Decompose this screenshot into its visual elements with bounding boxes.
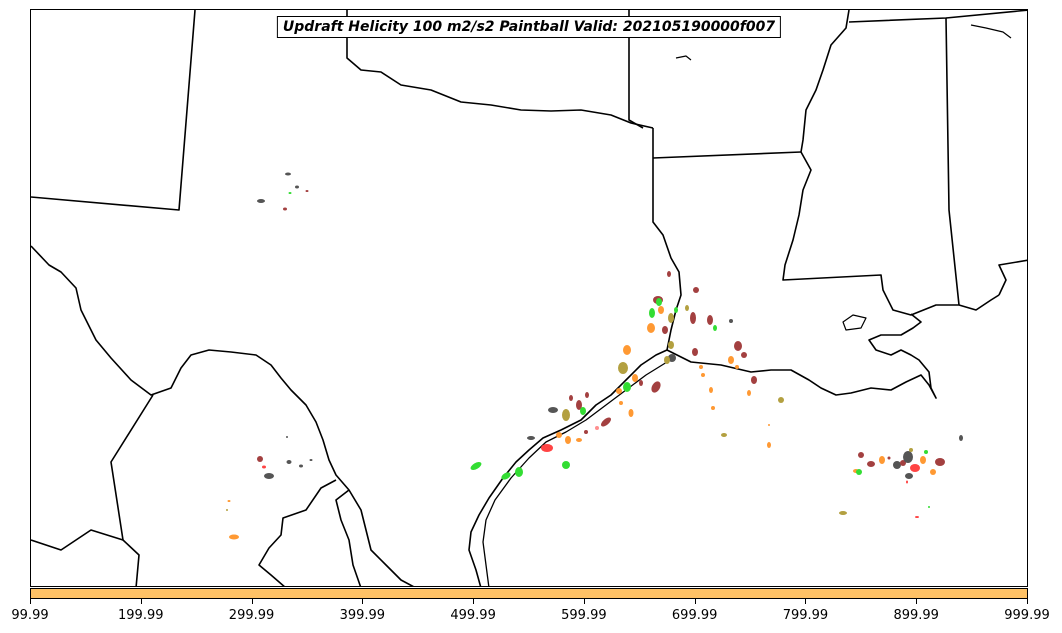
- rio-grande-border: [31, 245, 414, 586]
- colorbar-tick-mark: [916, 599, 918, 604]
- map-canvas: [31, 10, 1027, 586]
- colorbar-tick-mark: [694, 599, 696, 604]
- oklahoma-arkansas-border: [628, 10, 644, 129]
- mexico-state-line-a: [31, 394, 154, 551]
- map-title: Updraft Helicity 100 m2/s2 Paintball Val…: [276, 16, 782, 38]
- map-panel: Updraft Helicity 100 m2/s2 Paintball Val…: [30, 9, 1028, 587]
- arkansas-louisiana-border: [652, 151, 802, 159]
- paintball-blobs: [226, 172, 963, 540]
- mexico-state-line-c: [258, 479, 337, 586]
- colorbar-tick-mark: [583, 599, 585, 604]
- colorbar-tick-label: 799.99: [782, 608, 829, 623]
- alabama-coast: [998, 259, 1027, 296]
- colorbar-tick-mark: [805, 599, 807, 604]
- colorbar-tick-mark: [1027, 599, 1028, 604]
- louisiana-coast: [666, 313, 937, 399]
- colorbar-tick-label: 199.99: [118, 608, 164, 623]
- colorbar-tick-label: 299.99: [228, 608, 275, 623]
- colorbar-tick-mark: [140, 599, 142, 604]
- colorbar-tick-label: 499.99: [450, 608, 496, 623]
- mexico-state-line-b: [122, 539, 140, 586]
- lake-marker-ar: [675, 55, 692, 61]
- colorbar-tick-label: 899.99: [893, 608, 939, 623]
- colorbar-tick-label: 599.99: [561, 608, 607, 623]
- texas-oklahoma-border: [346, 10, 654, 129]
- state-borders: [31, 10, 1027, 586]
- texas-gulf-coast: [468, 349, 668, 586]
- texas-panhandle-west-border: [31, 10, 196, 211]
- texas-louisiana-border: [652, 128, 682, 351]
- colorbar-tick-label: 99.99: [11, 608, 49, 623]
- colorbar-tick-mark: [362, 599, 364, 604]
- lake-pontchartrain: [842, 314, 867, 331]
- colorbar: [30, 588, 1028, 599]
- colorbar-tick-mark: [251, 599, 253, 604]
- mexico-state-line-d: [335, 489, 362, 586]
- arkansas-mississippi-east: [848, 10, 1027, 23]
- colorbar-tick-mark: [473, 599, 475, 604]
- kentucky-lake: [970, 24, 1012, 39]
- colorbar-tick-label: 999.99: [1004, 608, 1050, 623]
- texas-barrier-island: [482, 361, 668, 586]
- mississippi-river-border: [782, 10, 1000, 316]
- colorbar-ticks: 99.99 199.99 299.99 399.99 499.99 599.99 699.9…: [0, 599, 1062, 633]
- colorbar-tick-label: 399.99: [339, 608, 386, 623]
- mississippi-alabama-border: [945, 17, 960, 306]
- colorbar-tick-mark: [30, 599, 31, 604]
- colorbar-tick-label: 699.99: [671, 608, 718, 623]
